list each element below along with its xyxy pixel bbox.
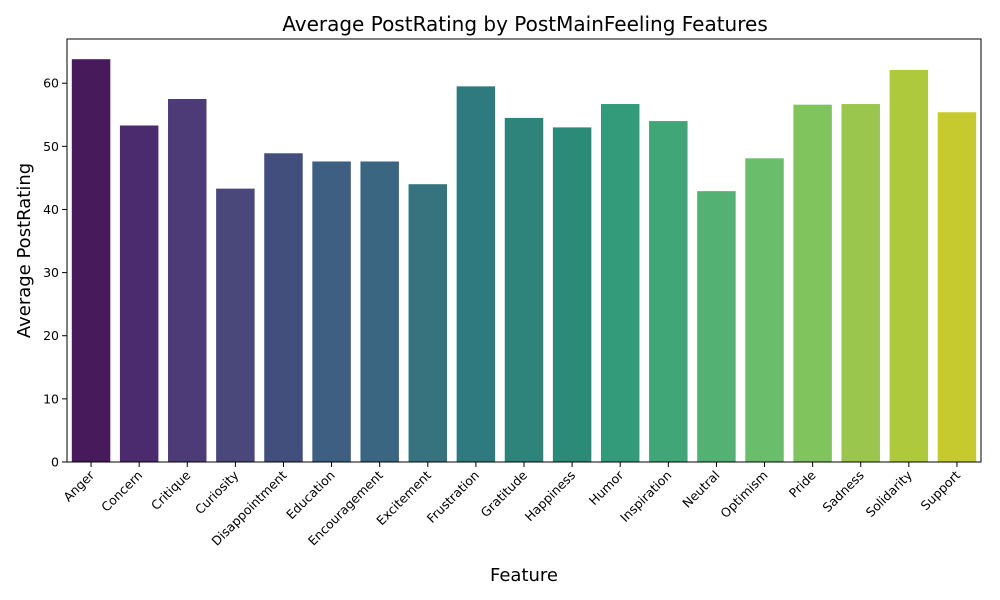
x-tick-label: Concern <box>98 468 145 515</box>
bar-curiosity <box>216 188 255 462</box>
bar-neutral <box>697 191 736 462</box>
bar-pride <box>793 104 832 462</box>
y-tick-label: 0 <box>51 455 59 470</box>
bars-group <box>71 59 977 463</box>
bar-frustration <box>456 86 496 463</box>
y-tick-label: 20 <box>43 328 59 343</box>
y-tick-label: 60 <box>43 76 59 91</box>
x-axis-label: Feature <box>490 565 558 586</box>
bar-humor <box>600 104 640 463</box>
x-tick-label: Sadness <box>819 468 866 515</box>
x-axis: Anger Concern CritiqueCuriosityDisappointm… <box>60 462 963 549</box>
bar-anger <box>71 59 111 463</box>
x-tick-label: Solidarity <box>863 467 916 520</box>
bar-encouragement <box>360 161 399 462</box>
x-tick-label: Inspiration <box>617 468 674 525</box>
bar-sadness <box>841 104 880 463</box>
x-tick-label: Support <box>918 467 964 513</box>
x-tick-label: Critique <box>148 467 194 513</box>
bar-concern <box>119 125 159 463</box>
y-axis: 0 10 20 30 40 50 60 <box>43 76 67 470</box>
y-tick-label: 40 <box>43 202 59 217</box>
chart-title: Average PostRating by PostMainFeeling Fe… <box>282 12 768 36</box>
x-tick-label: Humor <box>586 467 627 508</box>
x-tick-label: Optimism <box>717 468 770 521</box>
bar-excitement <box>408 184 448 462</box>
bar-critique <box>168 98 207 463</box>
x-tick-label: Neutral <box>679 468 722 511</box>
x-tick-label: Happiness <box>522 468 579 525</box>
bar-support <box>937 112 977 462</box>
x-tick-label: Anger <box>60 467 98 505</box>
bar-disappointment <box>264 153 303 462</box>
bar-solidarity <box>889 69 929 462</box>
y-axis-label: Average PostRating <box>14 163 35 338</box>
bar-inspiration <box>649 121 688 463</box>
bar-education <box>312 161 351 462</box>
bar-gratitude <box>504 117 544 462</box>
x-tick-label: Curiosity <box>192 467 242 517</box>
bar-happiness <box>552 127 592 462</box>
y-tick-label: 50 <box>43 139 59 154</box>
y-tick-label: 10 <box>43 391 59 406</box>
y-tick-label: 30 <box>43 265 59 280</box>
plot-frame <box>66 38 982 463</box>
x-tick-label: Pride <box>786 467 819 500</box>
x-tick-label: Frustration <box>424 468 482 526</box>
bar-optimism <box>745 158 784 462</box>
